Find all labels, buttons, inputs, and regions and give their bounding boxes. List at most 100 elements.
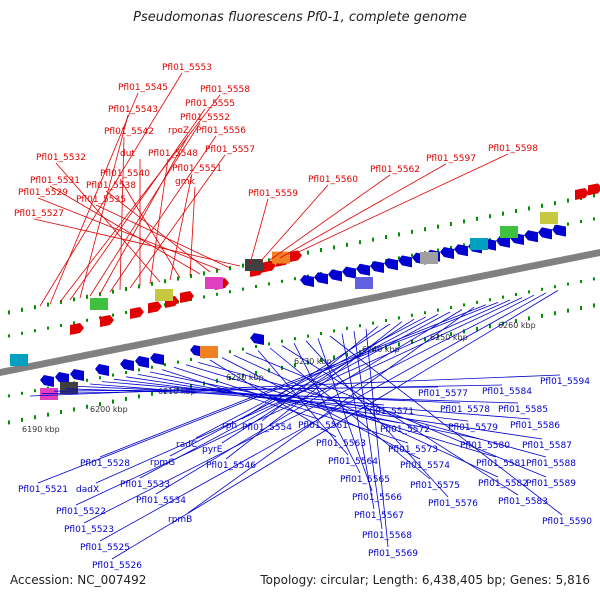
forward-gene-label: rpoZ <box>168 126 189 136</box>
tick-mark <box>567 308 569 313</box>
reverse-leader-line <box>261 326 379 422</box>
tick-mark <box>60 324 62 327</box>
tick-mark <box>99 376 101 380</box>
tick-mark <box>307 250 309 255</box>
forward-leader-line <box>189 186 196 277</box>
reverse-leader-line <box>161 369 319 420</box>
tick-mark <box>346 242 348 247</box>
tick-mark <box>450 246 452 249</box>
reverse-leader-line <box>317 338 373 492</box>
forward-gene-label: Pfl01_5532 <box>36 153 86 163</box>
tick-mark <box>281 339 283 343</box>
scale-tick-label: 6220 kbp <box>226 373 264 382</box>
tick-mark <box>398 256 400 260</box>
tick-mark <box>320 358 322 362</box>
tick-mark <box>502 211 504 216</box>
tick-mark <box>294 363 296 368</box>
tick-mark <box>47 412 49 417</box>
feature-box <box>155 289 173 301</box>
reverse-leader-line <box>197 362 547 458</box>
tick-mark <box>437 248 439 252</box>
forward-gene-label: dut <box>120 149 135 159</box>
reverse-leader-line <box>281 345 519 496</box>
reverse-leader-line <box>111 290 559 560</box>
tick-mark <box>242 263 244 268</box>
tick-mark <box>411 253 413 257</box>
forward-gene-arrow <box>575 188 589 200</box>
reverse-leader-line <box>169 314 439 457</box>
forward-gene-label: Pfl01_5538 <box>86 181 136 191</box>
tick-mark <box>112 399 114 404</box>
reverse-gene-label: Pfl01_5525 <box>80 543 130 553</box>
tick-mark <box>164 279 166 284</box>
reverse-gene-arrow <box>454 244 468 257</box>
tick-mark <box>554 285 556 289</box>
tick-mark <box>268 258 270 263</box>
tick-mark <box>255 285 257 288</box>
backbone-line <box>0 249 600 376</box>
tick-mark <box>333 329 335 333</box>
forward-leader-line <box>269 174 391 261</box>
feature-box <box>540 212 558 224</box>
tick-mark <box>112 313 114 317</box>
reverse-gene-arrow <box>55 372 69 384</box>
reverse-gene-arrow <box>524 230 538 243</box>
forward-leader-line <box>69 108 206 301</box>
reverse-gene-label: Pfl01_5533 <box>120 480 170 490</box>
tick-mark <box>502 295 504 299</box>
forward-leader-line <box>249 198 269 265</box>
tick-mark <box>242 347 244 351</box>
reverse-gene-label: Pfl01_5564 <box>328 457 378 467</box>
reverse-leader-line <box>137 374 401 424</box>
reverse-gene-label: Pfl01_5585 <box>498 405 548 415</box>
tick-mark <box>593 217 595 221</box>
reverse-gene-arrow <box>356 263 370 276</box>
tick-mark <box>489 298 491 302</box>
reverse-gene-label: Pfl01_5534 <box>136 496 186 506</box>
tick-mark <box>177 386 179 391</box>
tick-mark <box>86 318 88 322</box>
forward-gene-label: Pfl01_5560 <box>308 175 358 185</box>
tick-mark <box>385 345 387 349</box>
reverse-gene-label: Pfl01_5521 <box>18 485 68 495</box>
tick-mark <box>463 329 465 334</box>
tick-mark <box>216 292 218 296</box>
reverse-gene-arrow <box>95 364 109 376</box>
tick-mark <box>34 305 36 310</box>
tick-mark <box>47 302 49 307</box>
tick-mark <box>567 222 569 226</box>
forward-gene-label: Pfl01_5543 <box>108 105 158 115</box>
forward-leader-line <box>105 190 211 273</box>
tick-mark <box>99 292 101 297</box>
tick-mark <box>385 319 387 322</box>
reverse-gene-label: Pfl01_5546 <box>206 461 256 471</box>
reverse-leader-line <box>185 364 497 458</box>
forward-leader-line <box>99 135 189 295</box>
reverse-leader-line <box>187 306 475 514</box>
tick-mark <box>463 303 465 307</box>
tick-mark <box>73 407 75 412</box>
reverse-gene-label: Pfl01_5586 <box>510 421 560 431</box>
tick-mark <box>73 321 75 325</box>
tick-mark <box>372 237 374 242</box>
tick-mark <box>398 316 400 320</box>
scale-tick-label: 6200 kbp <box>90 405 128 414</box>
feature-box <box>90 298 108 310</box>
tick-mark <box>515 293 517 296</box>
reverse-gene-arrow <box>496 235 510 248</box>
tick-mark <box>476 300 478 304</box>
reverse-gene-label: Pfl01_5580 <box>460 441 510 451</box>
tick-mark <box>437 308 439 312</box>
tick-mark <box>125 371 127 374</box>
reverse-gene-label: Pfl01_5582 <box>478 479 528 489</box>
tick-mark <box>437 224 439 229</box>
reverse-gene-label: Pfl01_5583 <box>498 497 548 507</box>
reverse-leader-line <box>83 294 535 524</box>
tick-mark <box>242 287 244 291</box>
tick-mark <box>411 313 413 317</box>
topology-label: Topology: circular; Length: 6,438,405 bp… <box>260 573 590 587</box>
forward-gene-label: Pfl01_5597 <box>426 154 476 164</box>
reverse-leader-line <box>155 309 463 495</box>
reverse-gene-label: Pfl01_5573 <box>388 445 438 455</box>
tick-mark <box>359 240 361 245</box>
